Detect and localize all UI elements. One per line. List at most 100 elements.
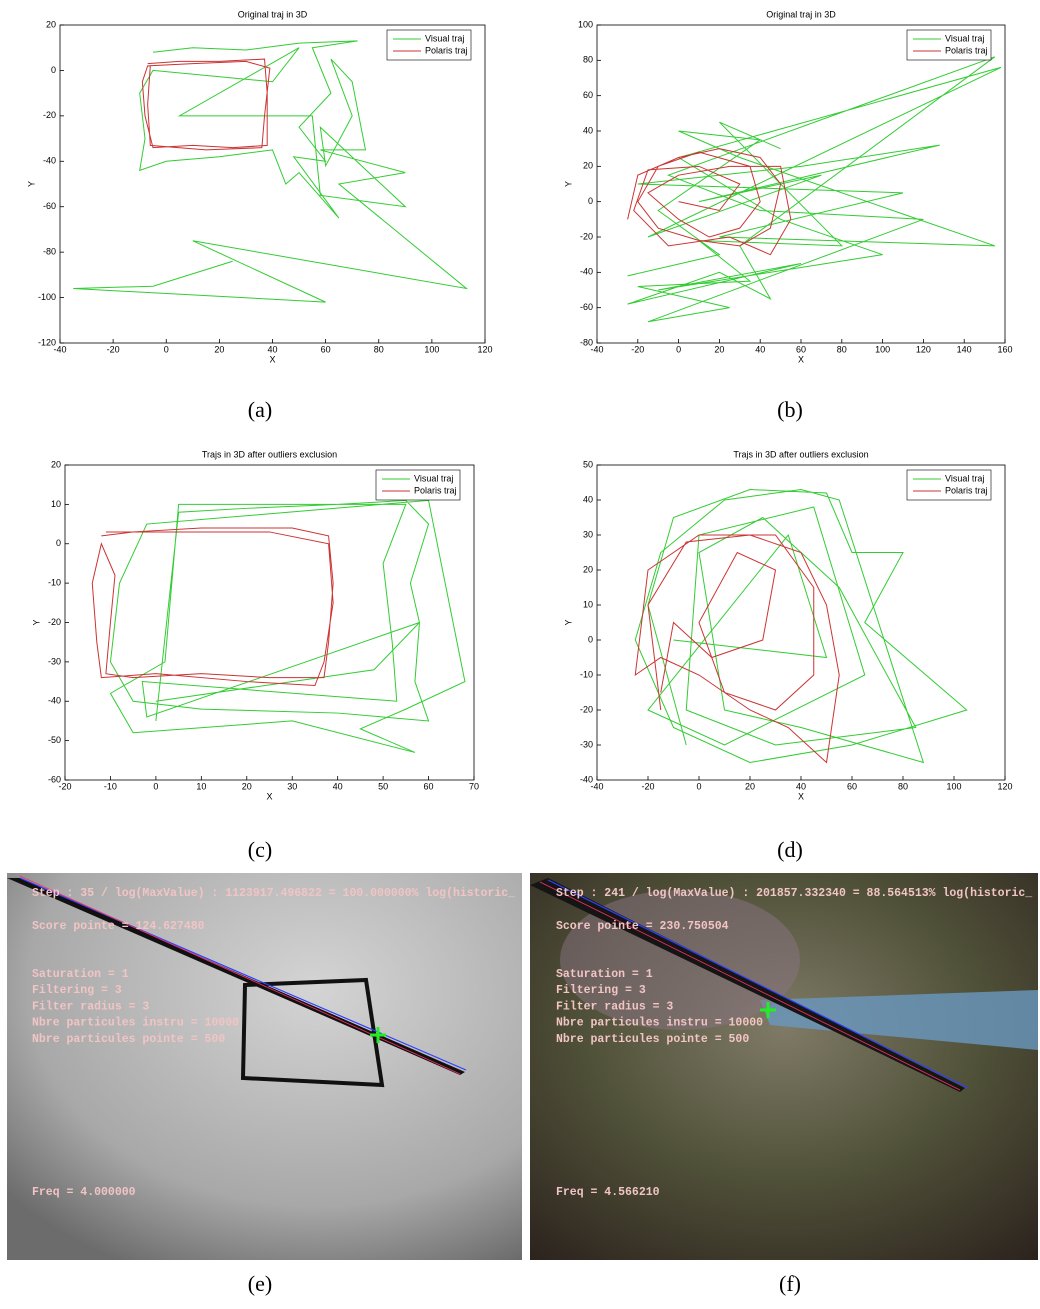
y-axis-label: Y — [563, 619, 573, 625]
x-tick-label: 0 — [153, 781, 158, 791]
x-tick-label: -20 — [107, 344, 120, 354]
x-tick-label: -20 — [58, 781, 71, 791]
x-tick-label: 140 — [957, 344, 972, 354]
y-tick-label: -40 — [580, 267, 593, 277]
trajectory — [91, 527, 334, 687]
legend — [375, 469, 461, 501]
caption: (c) — [248, 837, 272, 862]
caption: (a) — [248, 397, 272, 422]
y-tick-label: -80 — [43, 247, 56, 257]
y-tick-label: -10 — [48, 578, 61, 588]
y-tick-label: 0 — [51, 65, 56, 75]
legend-label: Visual traj — [425, 33, 464, 43]
x-tick-label: 100 — [424, 344, 439, 354]
trajectory — [109, 499, 466, 753]
chart-title: Original traj in 3D — [238, 9, 308, 19]
y-tick-label: 30 — [583, 529, 593, 539]
y-tick-label: -30 — [48, 656, 61, 666]
x-tick-label: 20 — [242, 781, 252, 791]
legend-label: Visual traj — [414, 473, 453, 483]
y-tick-label: -40 — [580, 774, 593, 784]
x-tick-label: 80 — [898, 781, 908, 791]
legend-label: Visual traj — [945, 473, 984, 483]
x-tick-label: 20 — [745, 781, 755, 791]
y-tick-label: 40 — [583, 125, 593, 135]
x-tick-label: 100 — [946, 781, 961, 791]
x-tick-label: 70 — [469, 781, 479, 791]
x-tick-label: 60 — [796, 344, 806, 354]
plot-area — [65, 465, 474, 780]
x-axis-label: X — [798, 354, 804, 364]
y-tick-label: 80 — [583, 55, 593, 65]
x-tick-label: 80 — [374, 344, 384, 354]
x-tick-label: -40 — [53, 344, 66, 354]
overlay-param: Nbre particules pointe = 500 — [32, 1033, 225, 1046]
trajectory — [73, 40, 469, 303]
y-axis-label: Y — [563, 181, 573, 187]
photo-e — [7, 873, 522, 1260]
overlay-param: Nbre particules pointe = 500 — [556, 1033, 749, 1046]
y-tick-label: 100 — [578, 19, 593, 29]
x-tick-label: 40 — [267, 344, 277, 354]
x-tick-label: 120 — [916, 344, 931, 354]
y-tick-label: -100 — [38, 292, 56, 302]
overlay-param: Nbre particules instru = 10000 — [32, 1017, 239, 1030]
legend-label: Polaris traj — [945, 485, 988, 495]
overlay-param: Saturation = 1 — [556, 968, 653, 981]
chart-title: Trajs in 3D after outliers exclusion — [733, 449, 868, 459]
y-tick-label: -20 — [580, 704, 593, 714]
y-tick-label: -60 — [580, 302, 593, 312]
y-tick-label: -80 — [580, 337, 593, 347]
legend — [906, 469, 992, 501]
plot-area — [597, 465, 1005, 780]
legend-label: Polaris traj — [414, 485, 457, 495]
y-tick-label: 0 — [588, 634, 593, 644]
y-tick-label: 20 — [583, 161, 593, 171]
y-tick-label: -20 — [580, 231, 593, 241]
overlay-param: Filter radius = 3 — [32, 1000, 149, 1013]
y-tick-label: 10 — [583, 599, 593, 609]
y-tick-label: -20 — [43, 110, 56, 120]
x-tick-label: -40 — [590, 781, 603, 791]
x-axis-label: X — [269, 354, 275, 364]
caption: (d) — [777, 837, 803, 862]
y-tick-label: 20 — [583, 564, 593, 574]
y-tick-label: -10 — [580, 669, 593, 679]
y-tick-label: -20 — [48, 617, 61, 627]
y-tick-label: 20 — [51, 459, 61, 469]
plot-area — [60, 25, 485, 343]
y-tick-label: -40 — [43, 156, 56, 166]
overlay-step: Step : 241 / log(MaxValue) : 201857.3323… — [556, 887, 1032, 900]
overlay-step: Step : 35 / log(MaxValue) : 1123917.4968… — [32, 887, 515, 900]
x-tick-label: 0 — [696, 781, 701, 791]
y-tick-label: 20 — [46, 19, 56, 29]
overlay-score: Score pointe = 230.750504 — [556, 920, 729, 933]
x-tick-label: 0 — [164, 344, 169, 354]
y-tick-label: -40 — [48, 696, 61, 706]
x-tick-label: 0 — [676, 344, 681, 354]
y-tick-label: -60 — [48, 774, 61, 784]
overlay-param: Saturation = 1 — [32, 968, 129, 981]
x-tick-label: 160 — [997, 344, 1012, 354]
x-tick-label: 60 — [321, 344, 331, 354]
y-axis-label: Y — [26, 181, 36, 187]
y-tick-label: 60 — [583, 90, 593, 100]
x-tick-label: 40 — [333, 781, 343, 791]
x-tick-label: 100 — [875, 344, 890, 354]
trajectory — [634, 534, 840, 764]
chart-title: Trajs in 3D after outliers exclusion — [202, 449, 337, 459]
y-tick-label: -50 — [48, 735, 61, 745]
x-tick-label: 50 — [378, 781, 388, 791]
x-tick-label: -20 — [641, 781, 654, 791]
overlay-param: Filter radius = 3 — [556, 1000, 673, 1013]
overlay-freq: Freq = 4.000000 — [32, 1186, 136, 1199]
legend-label: Polaris traj — [425, 45, 468, 55]
x-tick-label: 60 — [424, 781, 434, 791]
y-tick-label: 0 — [56, 538, 61, 548]
x-tick-label: 120 — [997, 781, 1012, 791]
x-tick-label: 60 — [847, 781, 857, 791]
trajectory — [634, 488, 968, 764]
x-tick-label: 20 — [714, 344, 724, 354]
trajectory — [627, 56, 1002, 323]
